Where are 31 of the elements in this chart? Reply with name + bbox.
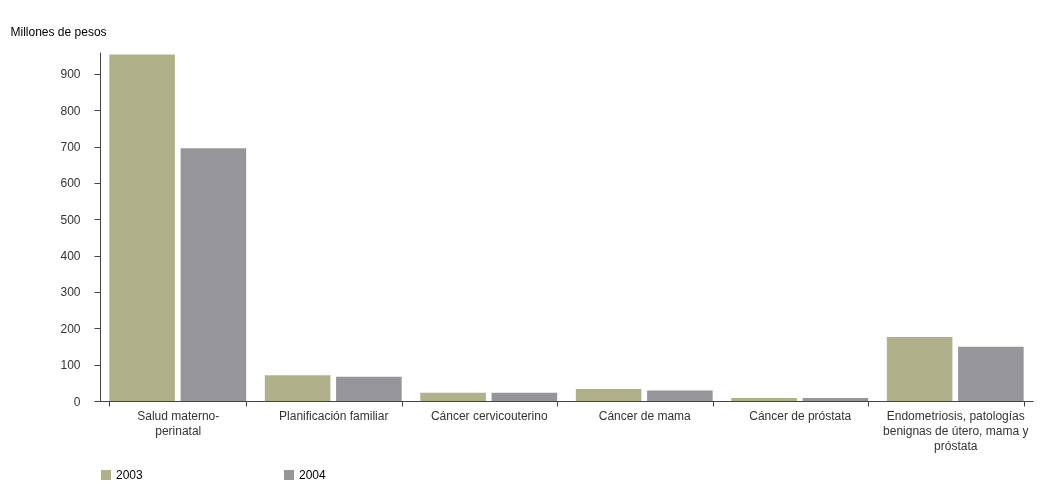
bar xyxy=(336,376,402,401)
bar xyxy=(180,148,247,401)
bar xyxy=(958,346,1024,401)
bar xyxy=(109,54,175,401)
y-tick-label: 500 xyxy=(60,212,81,227)
bar xyxy=(491,392,558,401)
bar xyxy=(731,398,797,401)
x-tick-label: Cáncer de próstata xyxy=(749,408,852,423)
x-tick-label: Salud materno-perinatal xyxy=(137,408,220,438)
legend-label: 2003 xyxy=(116,468,144,482)
x-tick-label: Cáncer de mama xyxy=(598,408,692,423)
y-tick-label: 900 xyxy=(60,67,81,82)
y-tick-label: 300 xyxy=(60,285,81,300)
bar xyxy=(264,375,331,401)
y-tick-label: 700 xyxy=(60,140,81,155)
legend-label: 2004 xyxy=(299,468,327,482)
x-tick-label: Endometriosis, patologías benignas de útero, mama y próstata xyxy=(883,408,1029,453)
y-tick-label: 600 xyxy=(60,176,81,191)
y-tick-label: 200 xyxy=(60,321,81,336)
y-axis-title: Millones de pesos xyxy=(10,24,107,39)
y-tick-label: 800 xyxy=(60,103,81,118)
y-tick-label: 400 xyxy=(60,249,81,264)
x-tick-label: Cáncer cervicouterino xyxy=(430,408,548,423)
bar xyxy=(420,392,486,401)
x-tick-label: Planificación familiar xyxy=(279,408,389,423)
bar xyxy=(802,398,869,401)
bar xyxy=(575,389,642,401)
bar xyxy=(647,390,713,401)
y-tick-label: 0 xyxy=(73,394,81,409)
y-tick-label: 100 xyxy=(60,358,81,373)
bar xyxy=(886,337,953,401)
